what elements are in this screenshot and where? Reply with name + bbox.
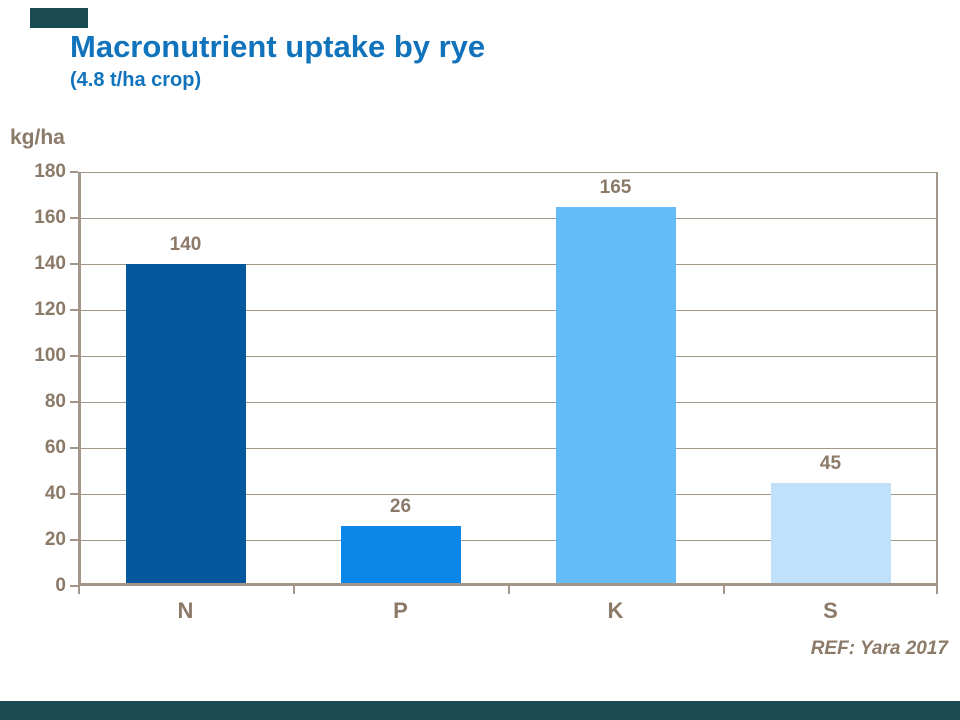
plot-area: 140 26 165 45 — [70, 171, 938, 594]
bar-value-label-P: 26 — [389, 496, 412, 518]
y-axis-unit-label: kg/ha — [10, 126, 65, 149]
y-tick-label: 100 — [34, 345, 66, 366]
x-tick — [936, 586, 938, 594]
gridline — [78, 401, 938, 403]
accent-bar-top-left-icon — [30, 8, 88, 28]
bar-value-label-N: 140 — [169, 234, 202, 255]
y-tick-label: 60 — [44, 437, 66, 458]
bar-K — [555, 206, 676, 586]
y-tick-label: 160 — [34, 207, 66, 228]
x-tick — [293, 586, 295, 594]
y-tick — [70, 493, 78, 495]
gridline — [78, 217, 938, 219]
chart-subtitle: (4.8 t/ha crop) — [70, 69, 202, 91]
bar-N — [125, 264, 246, 586]
y-axis-line — [78, 172, 81, 586]
gridline — [78, 171, 938, 173]
gridline — [78, 309, 938, 311]
x-category-label-P: P — [393, 598, 408, 623]
y-tick — [70, 447, 78, 449]
x-category-label-K: K — [607, 598, 624, 623]
y-tick-label: 20 — [44, 529, 66, 550]
y-tick — [70, 171, 78, 174]
bar-P — [340, 526, 461, 586]
bar-value-label-K: 165 — [599, 176, 632, 198]
y-tick-label: 40 — [44, 483, 66, 504]
bar-value-label-S: 45 — [819, 452, 842, 474]
gridline — [78, 539, 938, 541]
gridline — [78, 263, 938, 265]
accent-bar-bottom — [0, 701, 960, 720]
gridline — [78, 493, 938, 495]
x-axis-line — [78, 583, 938, 586]
y-tick-label: 180 — [34, 161, 66, 182]
x-tick — [78, 586, 80, 594]
x-tick — [723, 586, 725, 594]
y-tick-label: 120 — [34, 299, 66, 320]
y-tick-label: 0 — [55, 575, 66, 596]
y-tick — [70, 585, 78, 587]
bar-S — [770, 482, 891, 586]
x-tick — [508, 586, 510, 594]
reference-text: REF: Yara 2017 — [810, 638, 948, 659]
x-category-label-S: S — [823, 598, 838, 623]
y-tick — [70, 217, 78, 219]
gridline — [78, 447, 938, 449]
y-tick — [70, 539, 78, 541]
y-tick — [70, 309, 78, 311]
chart-title: Macronutrient uptake by rye — [70, 29, 486, 64]
y-tick-label: 80 — [44, 391, 66, 412]
plot-right-border — [936, 172, 938, 586]
y-tick — [70, 401, 78, 403]
y-tick-label: 140 — [34, 253, 66, 274]
y-tick — [70, 263, 78, 265]
gridline — [78, 355, 938, 357]
x-category-label-N: N — [177, 598, 194, 623]
y-tick — [70, 355, 78, 357]
